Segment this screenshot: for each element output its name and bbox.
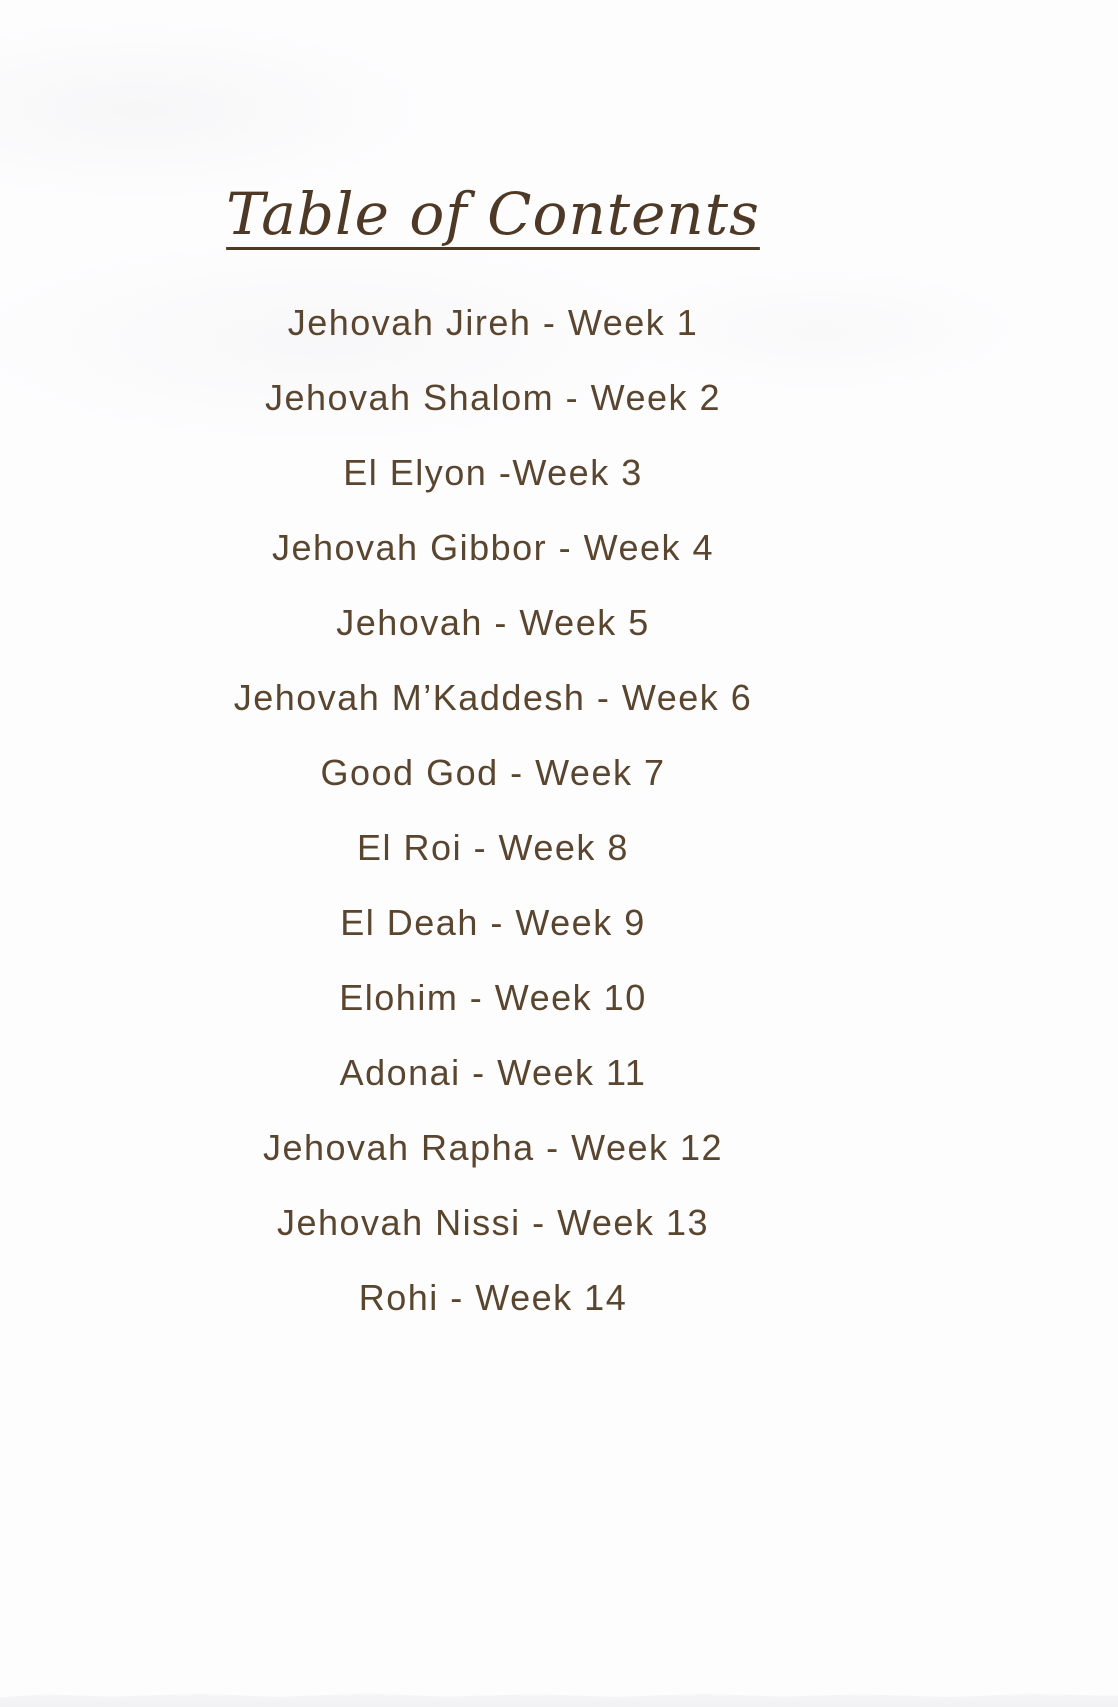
page-bottom-edge [0,1693,1118,1707]
toc-entry: Rohi - Week 14 [358,1276,628,1318]
toc-entry: El Elyon -Week 3 [343,451,643,493]
toc-entry: Jehovah M’Kaddesh - Week 6 [233,676,753,718]
toc-entry: Good God - Week 7 [320,751,666,793]
toc-entry: Jehovah Jireh - Week 1 [287,301,699,343]
toc-entry: Jehovah - Week 5 [336,601,650,643]
toc-entry: Jehovah Nissi - Week 13 [276,1201,709,1243]
toc-entry: Elohim - Week 10 [339,976,647,1018]
toc-entry: El Deah - Week 9 [340,901,646,943]
toc-entry: Jehovah Shalom - Week 2 [264,376,722,418]
toc-entry: Jehovah Rapha - Week 12 [262,1126,724,1168]
toc-entry: El Roi - Week 8 [357,826,629,868]
toc-entry: Jehovah Gibbor - Week 4 [271,526,715,568]
toc-entry: Adonai - Week 11 [339,1051,647,1093]
toc-list: Jehovah Jireh - Week 1 Jehovah Shalom - … [0,301,986,1318]
page-title: Table of Contents [226,180,760,248]
